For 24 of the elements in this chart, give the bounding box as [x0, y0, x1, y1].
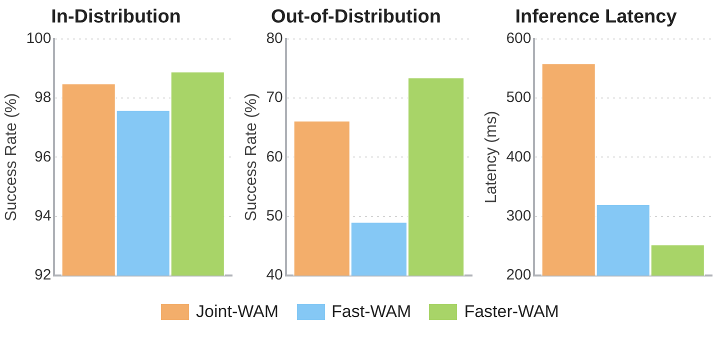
y-tick-label: 96: [34, 148, 52, 166]
y-tick-label: 92: [34, 266, 52, 284]
legend-label: Fast-WAM: [332, 302, 412, 322]
y-tick-label: 80: [266, 30, 283, 47]
y-tick-label: 200: [506, 266, 532, 284]
y-tick-label: 50: [266, 208, 283, 225]
y-tick-label: 94: [34, 208, 52, 225]
y-tick-label: 70: [266, 89, 283, 106]
legend-label: Joint-WAM: [196, 302, 279, 322]
y-tick-label: 40: [266, 266, 283, 284]
y-tick-label: 100: [26, 30, 52, 47]
y-tick-label: 60: [266, 148, 283, 166]
y-tick-label: 400: [506, 148, 532, 166]
y-tick-label: 98: [34, 89, 52, 106]
y-tick-label: 300: [506, 208, 532, 225]
legend-label: Faster-WAM: [464, 302, 559, 322]
y-tick-label: 500: [506, 89, 532, 106]
y-axis-title: Success Rate (%): [3, 93, 20, 222]
chart-title: In-Distribution: [51, 6, 181, 28]
chart-title: Inference Latency: [515, 6, 678, 28]
y-axis-title: Latency (ms): [483, 110, 500, 204]
chart-title: Out-of-Distribution: [271, 6, 441, 28]
y-tick-label: 600: [506, 30, 532, 47]
y-axis-title: Success Rate (%): [243, 93, 260, 222]
